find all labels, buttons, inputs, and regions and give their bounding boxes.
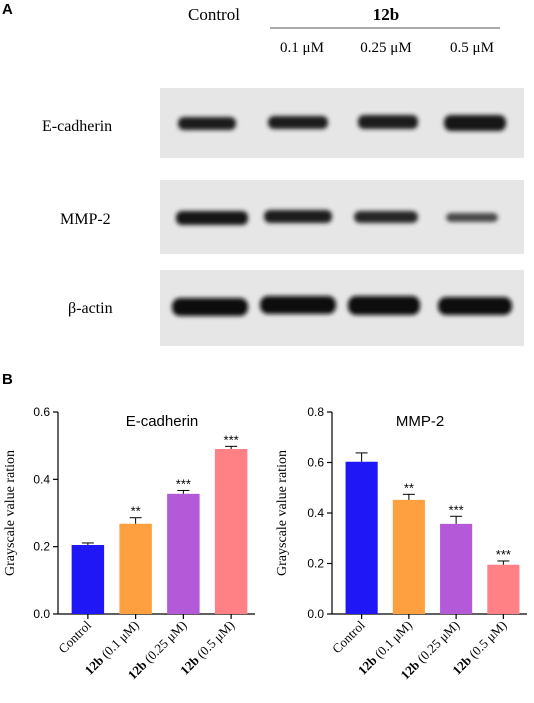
bar [119,523,152,614]
chart-title: MMP-2 [396,413,444,430]
x-tick-label: Control [55,617,94,656]
chart-ecadherin: 0.0 0.2 0.4 0.6 E-cadherin Grayscale value ra… [3,405,255,682]
blot-conc-1: 0.1 μM [280,40,324,56]
y-tick-label: 0.6 [307,456,324,470]
significance-label: *** [224,432,239,447]
chart-title: E-cadherin [126,413,199,430]
bar [440,523,473,614]
bar [345,461,378,614]
y-axis-label: Grayscale value ration [3,450,18,576]
significance-label: *** [496,547,511,562]
blot-band [172,298,248,316]
blot-band [354,211,418,223]
bar [167,493,200,614]
blot-band [264,210,332,223]
x-tick-label-text: (0.1 μM) [369,618,415,664]
blot-strip-ecadherin [160,88,524,158]
y-tick-label: 0.8 [307,405,324,419]
bar [214,449,248,614]
y-tick-label: 0.0 [33,607,50,621]
blot-band [446,213,498,222]
x-tick-label-text: (0.1 μM) [96,618,142,664]
y-tick-label: 0.2 [33,540,50,554]
significance-label: ** [131,504,141,519]
x-tick-label: Control [329,617,368,656]
panel-label-b: B [2,371,13,388]
bar [392,499,425,614]
x-tick-label-text: (0.25 μM) [139,618,190,669]
blot-group-label: 12b [373,5,399,24]
bar [487,564,520,614]
panel-label-a: A [2,1,13,18]
significance-label: ** [404,480,414,495]
x-tick-label-text: (0.5 μM) [191,618,237,664]
blot-band [348,296,420,315]
chart-mmp2: 0.0 0.2 0.4 0.6 0.8 MMP-2 Grayscale value rati… [275,405,527,682]
blot-band [444,115,506,131]
blot-row-label-ecadherin: E-cadherin [42,118,112,135]
y-axis-label: Grayscale value ration [275,450,290,576]
blot-band [268,116,328,129]
blot-conc-2: 0.25 μM [360,40,411,56]
significance-label: *** [176,476,191,491]
blot-band [358,115,418,129]
blot-strip-bactin [160,270,524,346]
y-tick-label: 0.4 [307,506,324,520]
x-tick-label-text: Control [329,617,368,656]
y-tick-label: 0.2 [307,557,324,571]
significance-label: *** [449,502,464,517]
y-tick-label: 0.4 [33,472,50,486]
blot-strip-mmp2 [160,180,524,254]
blot-control-label: Control [188,5,240,24]
blot-row-label-mmp2: MMP-2 [60,211,111,228]
x-tick-label-text: (0.5 μM) [464,618,510,664]
x-tick-label-text: Control [55,617,94,656]
blot-conc-3: 0.5 μM [450,40,494,56]
blot-band [176,211,248,225]
blot-row-label-bactin: β-actin [68,300,113,317]
y-tick-label: 0.0 [307,607,324,621]
blot-band [260,296,336,314]
y-tick-label: 0.6 [33,405,50,419]
blot-band [438,297,512,315]
blot-band [178,117,236,130]
bar [71,544,105,614]
